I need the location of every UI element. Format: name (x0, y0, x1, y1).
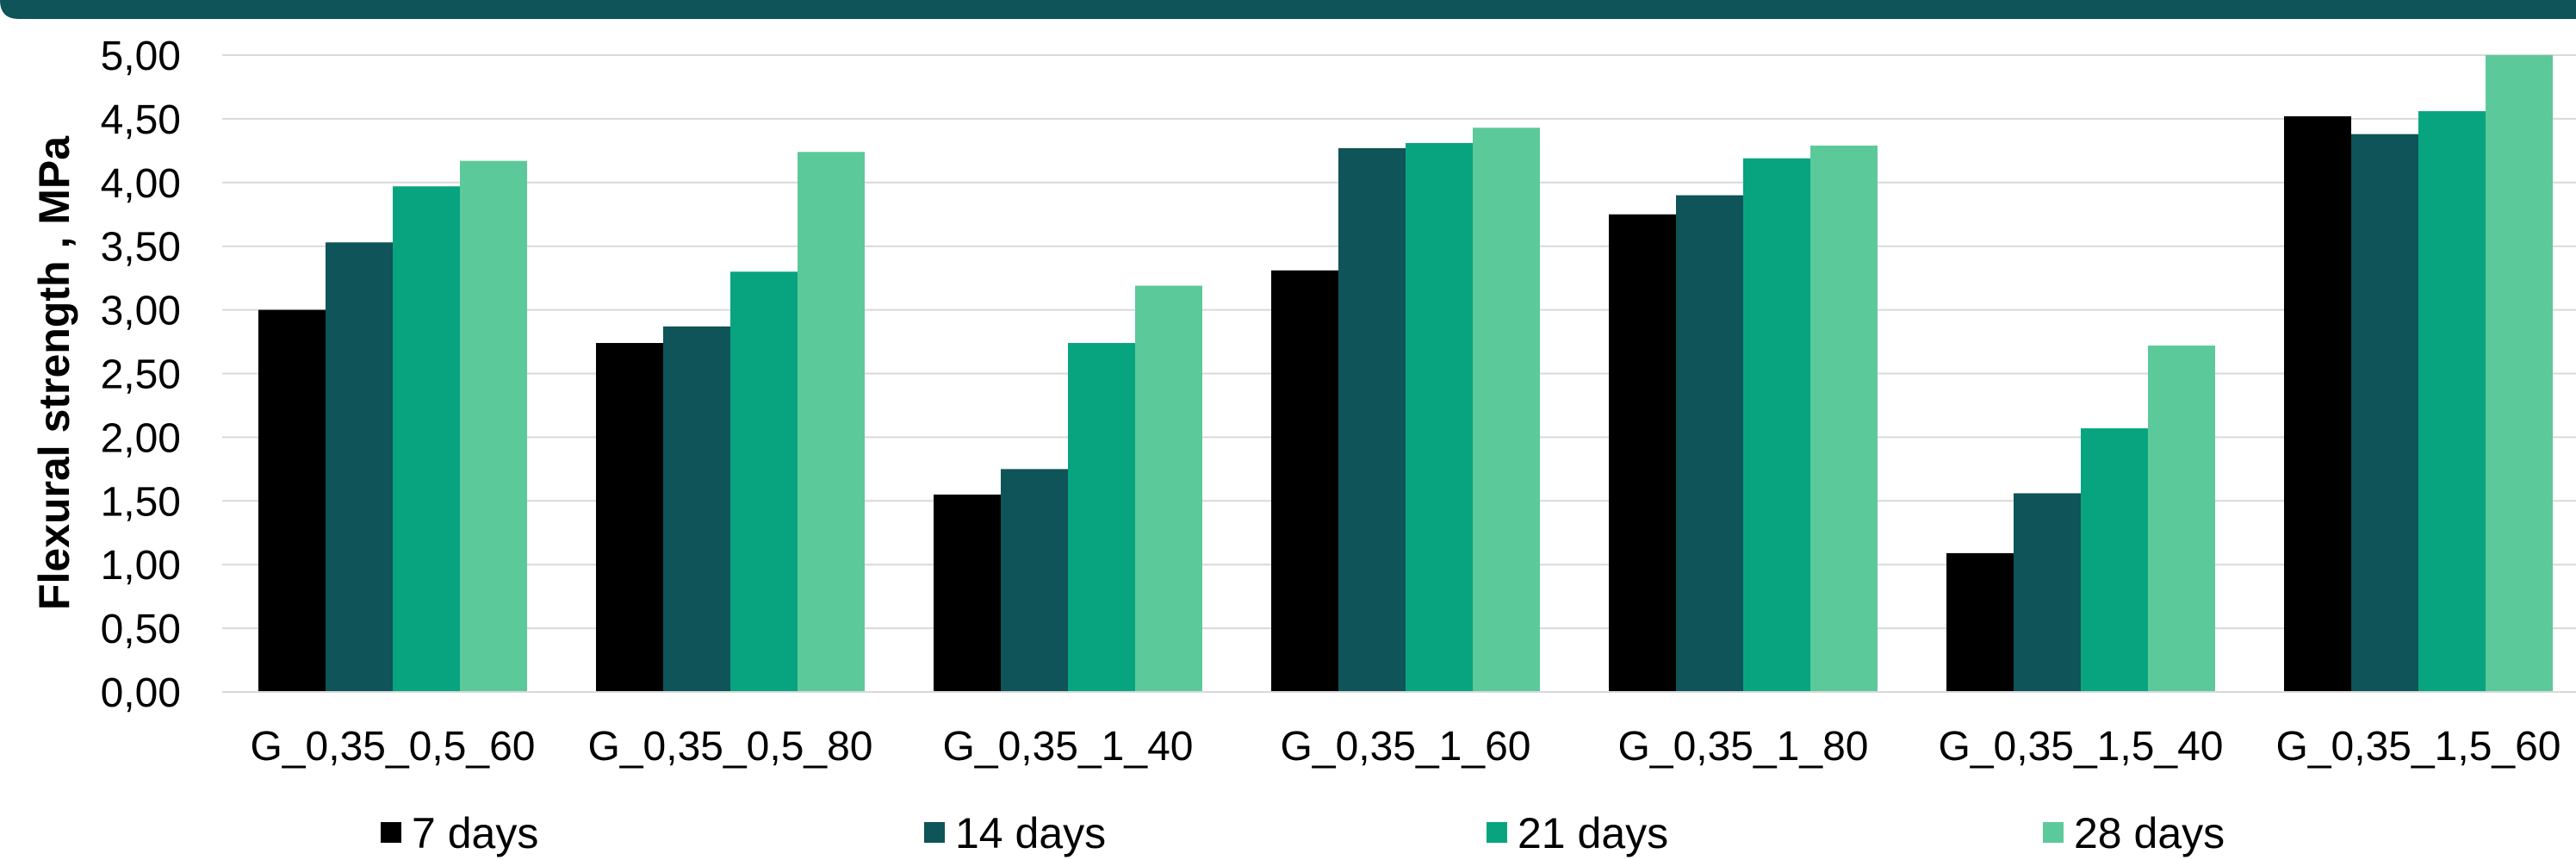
bar (1473, 128, 1540, 693)
legend-label: 21 days (1518, 809, 1668, 857)
bar (1676, 195, 1743, 692)
bar (1743, 158, 1810, 692)
bar (2014, 493, 2081, 692)
legend-swatch (924, 822, 945, 843)
bar (1068, 343, 1135, 692)
legend-swatch (381, 822, 401, 843)
x-tick-label: G_0,35_1_60 (1281, 724, 1531, 770)
x-tick-label: G_0,35_1_80 (1618, 724, 1869, 770)
y-tick-label: 5,00 (101, 34, 181, 79)
bar (326, 242, 393, 692)
bar (798, 152, 865, 692)
bar (2148, 345, 2215, 692)
bar (1135, 285, 1202, 692)
bar (2418, 111, 2486, 693)
bar (1609, 214, 1676, 692)
y-tick-label: 4,00 (101, 161, 181, 207)
legend-label: 28 days (2074, 809, 2225, 857)
bar (730, 271, 798, 692)
bar (393, 186, 460, 692)
bar (258, 309, 326, 692)
legend-label: 14 days (955, 809, 1106, 857)
legend-label: 7 days (412, 809, 538, 857)
bars-layer (258, 55, 2553, 693)
y-tick-label: 4,50 (101, 97, 181, 143)
bar (663, 326, 730, 692)
y-tick-label: 1,50 (101, 479, 181, 525)
x-tick-label: G_0,35_0,5_60 (251, 724, 536, 770)
legend-swatch (2043, 822, 2064, 843)
bar (596, 343, 663, 692)
y-tick-label: 2,00 (101, 415, 181, 461)
y-tick-label: 2,50 (101, 352, 181, 398)
bar (2081, 428, 2148, 692)
x-tick-label: G_0,35_1,5_40 (1939, 724, 2224, 770)
bar (1271, 270, 1338, 692)
bar (1001, 469, 1068, 692)
y-tick-label: 1,00 (101, 543, 181, 589)
bar (1946, 552, 2014, 692)
header-band (0, 0, 2576, 19)
y-tick-label: 3,50 (101, 225, 181, 271)
y-axis-title: Flexural strength , MPa (30, 135, 78, 610)
axis-layer: 0,00 0,50 1,00 1,50 2,00 2,50 3,00 3,50 4,00 4,50… (101, 34, 2576, 770)
bar (2351, 134, 2418, 693)
x-tick-label: G_0,35_1,5_60 (2276, 724, 2561, 770)
y-tick-label: 0,50 (101, 607, 181, 652)
x-tick-label: G_0,35_1_40 (943, 724, 1194, 770)
x-tick-label: G_0,35_0,5_80 (588, 724, 873, 770)
bar (1810, 145, 1878, 693)
legend: 7 days 14 days 21 days 28 days (381, 809, 2225, 857)
bar (460, 160, 527, 692)
bar (1338, 147, 1406, 693)
y-tick-label: 3,00 (101, 289, 181, 334)
bar (934, 494, 1001, 692)
bar (2284, 115, 2351, 693)
bar (2486, 55, 2553, 692)
bar (1406, 142, 1473, 692)
legend-swatch (1487, 822, 1507, 843)
y-tick-label: 0,00 (101, 670, 181, 716)
